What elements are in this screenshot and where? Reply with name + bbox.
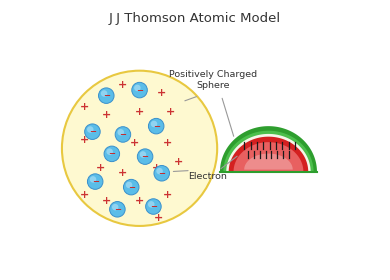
Text: −: −: [150, 202, 157, 211]
Circle shape: [126, 182, 132, 188]
Circle shape: [154, 165, 170, 181]
Text: +: +: [154, 213, 163, 223]
Circle shape: [85, 124, 100, 139]
Text: −: −: [119, 130, 126, 139]
Text: +: +: [102, 196, 111, 206]
Text: +: +: [129, 138, 138, 148]
Circle shape: [149, 118, 164, 134]
Polygon shape: [229, 137, 308, 172]
Circle shape: [104, 146, 120, 162]
Circle shape: [87, 174, 103, 189]
Circle shape: [115, 127, 131, 142]
Circle shape: [134, 85, 141, 91]
Text: −: −: [136, 86, 143, 95]
Text: −: −: [92, 177, 99, 186]
Text: −: −: [158, 169, 165, 178]
Text: −: −: [89, 127, 96, 136]
Text: +: +: [157, 88, 167, 98]
Circle shape: [110, 202, 125, 217]
Text: +: +: [163, 190, 172, 200]
Circle shape: [87, 126, 94, 133]
Circle shape: [156, 168, 163, 174]
Text: +: +: [163, 138, 172, 148]
Circle shape: [137, 149, 153, 164]
Text: −: −: [142, 152, 149, 161]
Circle shape: [140, 151, 146, 158]
Text: +: +: [80, 190, 89, 200]
Text: Positively Charged: Positively Charged: [169, 70, 257, 79]
Text: −: −: [103, 91, 110, 100]
Circle shape: [99, 88, 114, 103]
Text: +: +: [135, 107, 144, 117]
Circle shape: [62, 71, 217, 226]
Polygon shape: [234, 142, 303, 172]
Circle shape: [112, 204, 119, 210]
Polygon shape: [244, 154, 293, 170]
Text: +: +: [80, 102, 89, 112]
Text: −: −: [128, 183, 135, 192]
Text: +: +: [152, 163, 161, 173]
Text: +: +: [80, 135, 89, 145]
Text: Electron: Electron: [188, 172, 227, 181]
Text: −: −: [114, 205, 121, 214]
Text: +: +: [165, 107, 175, 117]
Polygon shape: [220, 126, 317, 172]
Polygon shape: [226, 134, 311, 172]
Text: +: +: [118, 168, 128, 178]
Circle shape: [124, 179, 139, 195]
Text: −: −: [153, 122, 160, 131]
Text: +: +: [96, 163, 105, 173]
Text: −: −: [108, 149, 115, 158]
Circle shape: [151, 121, 157, 127]
Circle shape: [101, 90, 107, 97]
Text: +: +: [135, 196, 144, 206]
Circle shape: [90, 176, 96, 183]
Text: Sphere: Sphere: [196, 81, 230, 90]
Circle shape: [145, 199, 161, 214]
Text: J J Thomson Atomic Model: J J Thomson Atomic Model: [109, 13, 281, 25]
Circle shape: [117, 129, 124, 136]
Text: +: +: [118, 80, 128, 90]
Circle shape: [132, 82, 147, 98]
Polygon shape: [223, 131, 314, 172]
Text: +: +: [102, 110, 111, 120]
Text: +: +: [174, 157, 183, 167]
Circle shape: [148, 201, 154, 208]
Circle shape: [106, 148, 113, 155]
